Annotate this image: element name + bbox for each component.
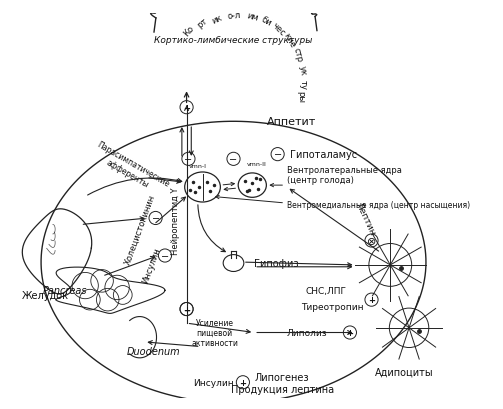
Text: Инсулин: Инсулин — [193, 378, 233, 387]
Text: −: − — [229, 155, 237, 164]
Text: vmn-I: vmn-I — [189, 164, 207, 169]
Text: ту: ту — [298, 79, 307, 90]
Text: Лептин: Лептин — [353, 200, 377, 236]
Text: Липогенез: Липогенез — [255, 372, 310, 382]
Text: Инсулин: Инсулин — [140, 246, 161, 285]
Text: +: + — [347, 328, 354, 337]
Text: +: + — [183, 305, 190, 314]
Text: Продукция лептина: Продукция лептина — [231, 384, 334, 394]
Text: Гипоталамус: Гипоталамус — [290, 150, 357, 160]
Text: чес: чес — [270, 21, 287, 38]
Text: −: − — [161, 251, 169, 261]
Text: ⊗: ⊗ — [367, 236, 376, 246]
Text: Парасимпатические
афференты: Парасимпатические афференты — [90, 140, 171, 198]
Text: −: − — [151, 213, 159, 223]
Text: +: + — [183, 103, 190, 112]
Text: Липолиз: Липолиз — [287, 328, 327, 337]
Text: Адипоциты: Адипоциты — [375, 367, 434, 377]
Text: −: − — [274, 150, 282, 160]
Text: +: + — [239, 378, 246, 387]
Text: Pancreas: Pancreas — [42, 285, 87, 296]
Text: би: би — [260, 15, 273, 28]
Text: стр: стр — [292, 46, 305, 63]
Text: ук: ук — [298, 65, 308, 76]
Text: рт: рт — [196, 17, 209, 30]
Text: vmn-II: vmn-II — [247, 162, 267, 167]
Text: кие: кие — [282, 31, 298, 49]
Text: Кортико-лимбические структуры: Кортико-лимбические структуры — [154, 36, 313, 45]
Text: Желудок: Желудок — [22, 290, 69, 300]
Text: −: − — [185, 155, 193, 164]
Text: +: + — [368, 295, 375, 304]
Text: Нейропептид Y: Нейропептид Y — [171, 187, 180, 254]
Text: Вентролатеральные ядра
(центр голода): Вентролатеральные ядра (центр голода) — [287, 166, 402, 185]
Text: Ко: Ко — [182, 24, 196, 38]
Text: СНС,ЛПГ: СНС,ЛПГ — [306, 286, 347, 295]
Text: о-л: о-л — [226, 11, 240, 21]
Text: ик: ик — [210, 13, 223, 25]
Text: им: им — [245, 11, 259, 23]
Text: ры: ры — [297, 91, 306, 103]
Text: Тиреотропин: Тиреотропин — [301, 302, 364, 311]
Text: Гипофиз: Гипофиз — [254, 258, 299, 268]
Text: Холецистокинин: Холецистокинин — [123, 193, 156, 266]
Text: +: + — [183, 305, 190, 314]
Text: Усиление
пищевой
активности: Усиление пищевой активности — [191, 318, 238, 348]
Text: Аппетит: Аппетит — [267, 117, 316, 127]
Text: Duodenum: Duodenum — [127, 346, 181, 356]
Text: Вентромедиальные ядра (центр насыщения): Вентромедиальные ядра (центр насыщения) — [287, 201, 470, 210]
